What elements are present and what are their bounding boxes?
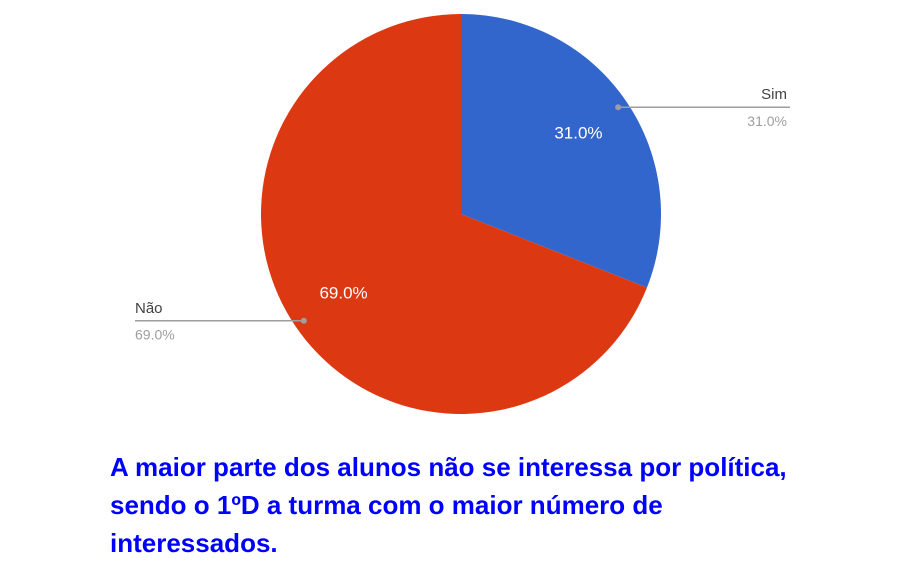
leader-dot <box>615 104 622 111</box>
legend-value: 31.0% <box>747 113 787 129</box>
caption: A maior parte dos alunos não se interess… <box>110 452 787 558</box>
chart: 31.0% Sim 31.0% 69.0% Não 69.0% <box>135 14 790 415</box>
pie-slice <box>461 14 662 288</box>
leader-dot <box>300 317 307 324</box>
pie-slice <box>261 14 647 415</box>
legend-label: Sim <box>761 86 787 103</box>
legend-value: 69.0% <box>135 326 175 342</box>
slice-label: 31.0% <box>554 124 602 143</box>
slice-label: 69.0% <box>319 283 367 302</box>
legend-label: Não <box>135 300 163 317</box>
